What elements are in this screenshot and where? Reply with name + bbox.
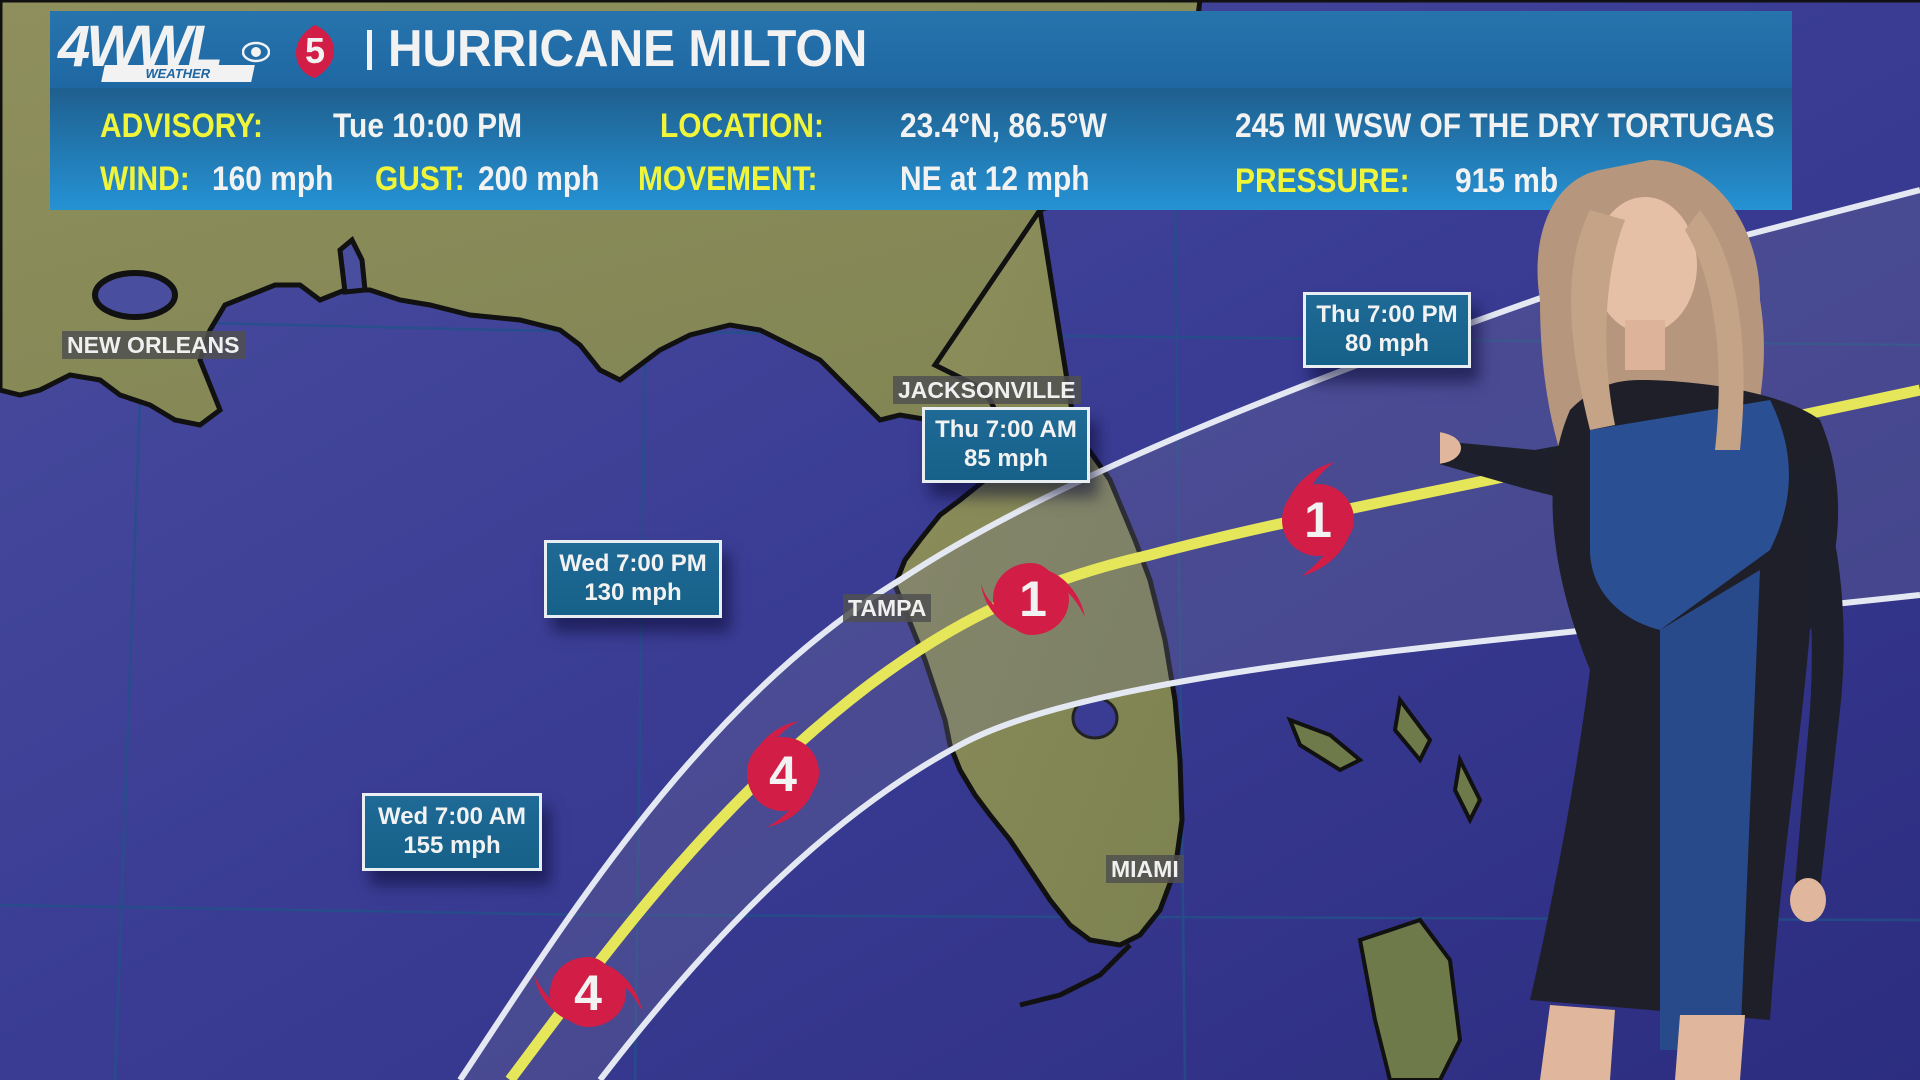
category-number: 4 [574, 965, 602, 1021]
channel-number: 5 [304, 30, 326, 71]
hurricane-icon-cat1-thu-pm: 1 [1272, 458, 1364, 582]
hurricane-icon-cat4-wed-pm: 4 [735, 715, 831, 833]
station-logo: 4WWL WEATHER [58, 17, 276, 83]
land-cuba [1357, 917, 1463, 1080]
location-value: 23.4°N, 86.5°W [900, 107, 1107, 145]
gust-label: GUST: [375, 160, 465, 198]
location-label: LOCATION: [660, 107, 824, 145]
land-bahamas [1286, 695, 1483, 825]
forecast-wind: 80 mph [1344, 330, 1430, 357]
lake-pontchartrain [92, 270, 178, 320]
title-bar: 4WWL WEATHER 5 HURRICANE MILTON [50, 11, 1792, 88]
hurricane-symbol-icon [747, 721, 819, 827]
pressure-value: 915 mb [1455, 162, 1559, 200]
wind-value: 160 mph [212, 160, 334, 198]
page-title: HURRICANE MILTON [388, 20, 868, 78]
cone-lower-edge [597, 592, 1920, 1080]
city-label-tampa: TAMPA [843, 594, 932, 622]
forecast-time: Wed 7:00 AM [377, 803, 527, 830]
forecast-time: Wed 7:00 PM [559, 550, 707, 577]
forecast-box-wed-pm: Wed 7:00 PM 130 mph [544, 540, 722, 618]
movement-value: NE at 12 mph [900, 160, 1090, 198]
forecast-time: Thu 7:00 AM [935, 416, 1077, 443]
forecast-time: Thu 7:00 PM [1316, 301, 1458, 328]
hurricane-symbol-icon [981, 563, 1085, 635]
forecast-box-thu-am: Thu 7:00 AM 85 mph [922, 407, 1090, 483]
hurricane-icon-cat4-wed-am: 4 [528, 945, 648, 1041]
pressure-label: PRESSURE: [1235, 162, 1410, 200]
category-number: 4 [769, 746, 797, 802]
category-number: 1 [1019, 571, 1047, 627]
forecast-wind: 130 mph [584, 579, 682, 606]
forecast-wind: 155 mph [403, 832, 501, 859]
channel-5-hurricane-icon [296, 25, 334, 78]
hurricane-symbol-icon [1282, 462, 1354, 576]
presenter [1440, 160, 1844, 1080]
cbs-eye-icon [242, 41, 270, 63]
forecast-box-wed-am: Wed 7:00 AM 155 mph [362, 793, 542, 871]
category-number: 1 [1304, 492, 1332, 548]
title-divider [367, 30, 372, 70]
city-label-new-orleans: NEW ORLEANS [62, 331, 245, 359]
hurricane-icon-cat1-thu-am: 1 [975, 553, 1091, 645]
advisory-data: ADVISORY: Tue 10:00 PM LOCATION: 23.4°N,… [50, 88, 1792, 210]
forecast-box-thu-pm: Thu 7:00 PM 80 mph [1303, 292, 1471, 368]
wind-label: WIND: [100, 160, 190, 198]
city-label-jacksonville: JACKSONVILLE [893, 376, 1081, 404]
gust-value: 200 mph [478, 160, 600, 198]
station-logo-sub: WEATHER [101, 65, 255, 82]
advisory-label: ADVISORY: [100, 107, 263, 145]
advisory-header: 4WWL WEATHER 5 HURRICANE MILTON ADVISORY… [50, 11, 1792, 210]
location-reference: 245 MI WSW OF THE DRY TORTUGAS [1235, 107, 1775, 145]
advisory-value: Tue 10:00 PM [333, 107, 523, 145]
forecast-wind: 85 mph [963, 445, 1049, 472]
city-label-miami: MIAMI [1106, 855, 1184, 883]
hurricane-symbol-icon [534, 957, 642, 1027]
movement-label: MOVEMENT: [638, 160, 818, 198]
